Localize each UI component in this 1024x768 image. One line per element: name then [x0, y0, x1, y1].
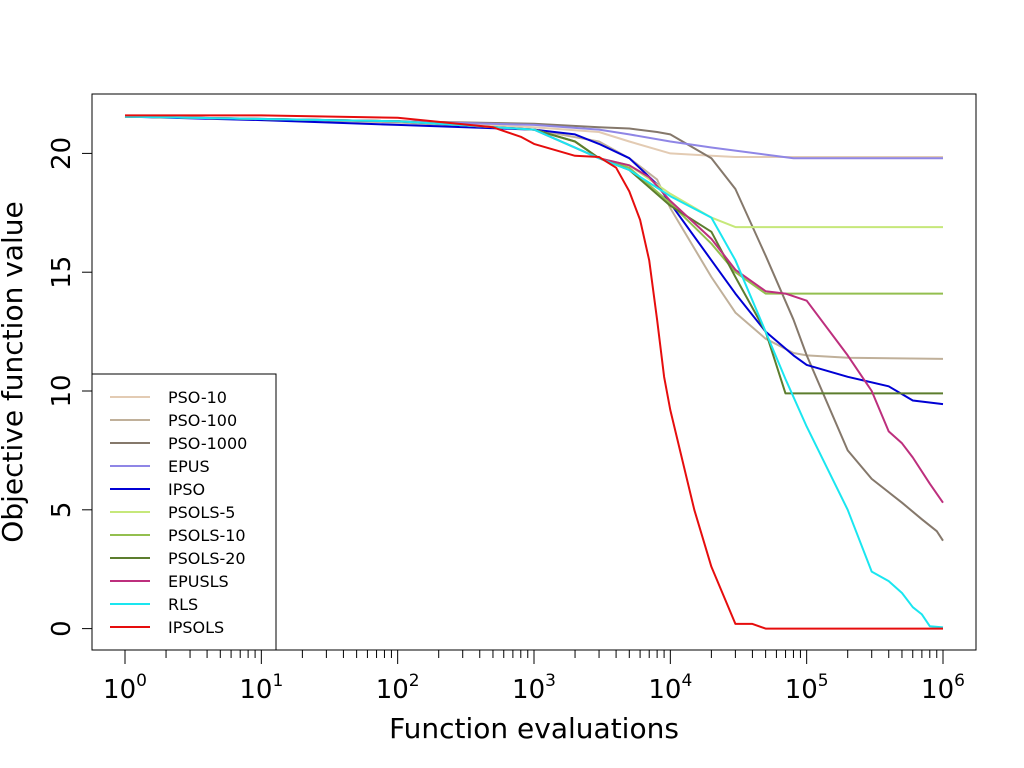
series-line-ipsols	[125, 114, 943, 630]
legend-label: PSOLS-20	[168, 549, 246, 568]
x-tick-base: 10	[103, 675, 136, 705]
y-tick-label: 20	[47, 137, 77, 170]
legend-label: PSO-10	[168, 388, 227, 407]
legend-label: PSO-100	[168, 411, 237, 430]
x-axis: 100 101 102 103 104 105 106	[103, 649, 965, 705]
legend-label: PSO-1000	[168, 434, 247, 453]
series-line-psols-5	[124, 115, 943, 229]
x-tick-label: 104	[648, 671, 692, 705]
legend-label: RLS	[168, 595, 198, 614]
legend-label: PSOLS-10	[168, 526, 246, 545]
series-lines	[124, 114, 944, 630]
y-tick-label: 10	[47, 374, 77, 407]
x-tick-exponent: 5	[818, 671, 829, 691]
series-line-pso-10	[124, 115, 943, 158]
legend: PSO-10 PSO-100 PSO-1000 EPUS IPSO PSOLS-5 PSOL…	[91, 373, 277, 651]
x-tick-exponent: 1	[272, 671, 283, 691]
x-tick-exponent: 6	[954, 671, 965, 691]
x-tick-base: 10	[512, 675, 545, 705]
x-tick-label: 106	[921, 671, 965, 705]
x-tick-base: 10	[921, 675, 954, 705]
y-tick-label: 15	[47, 256, 77, 289]
x-tick-base: 10	[376, 675, 409, 705]
series-line-ipso	[124, 115, 944, 406]
x-tick-base: 10	[648, 675, 681, 705]
x-tick-exponent: 2	[409, 671, 420, 691]
x-tick-exponent: 4	[681, 671, 692, 691]
legend-label: EPUSLS	[168, 572, 229, 591]
series-line-rls	[124, 115, 944, 629]
legend-label: PSOLS-5	[168, 503, 235, 522]
y-axis-label: Objective function value	[0, 201, 29, 542]
y-tick-label: 0	[47, 620, 77, 637]
x-tick-base: 10	[239, 675, 272, 705]
y-axis: 0 5 10 15 20	[47, 137, 93, 637]
x-tick-exponent: 3	[545, 671, 556, 691]
series-line-pso-100	[124, 115, 944, 360]
x-tick-base: 10	[785, 675, 818, 705]
x-tick-label: 105	[785, 671, 829, 705]
x-tick-label: 100	[103, 671, 147, 705]
x-axis-label: Function evaluations	[389, 712, 679, 745]
series-line-pso-1000	[124, 115, 944, 542]
x-tick-label: 102	[376, 671, 420, 705]
x-tick-label: 103	[512, 671, 556, 705]
legend-label: IPSOLS	[168, 618, 224, 637]
x-tick-exponent: 0	[136, 671, 147, 691]
legend-label: IPSO	[168, 480, 205, 499]
y-tick-label: 5	[47, 502, 77, 519]
legend-label: EPUS	[168, 457, 210, 476]
x-tick-label: 101	[239, 671, 283, 705]
